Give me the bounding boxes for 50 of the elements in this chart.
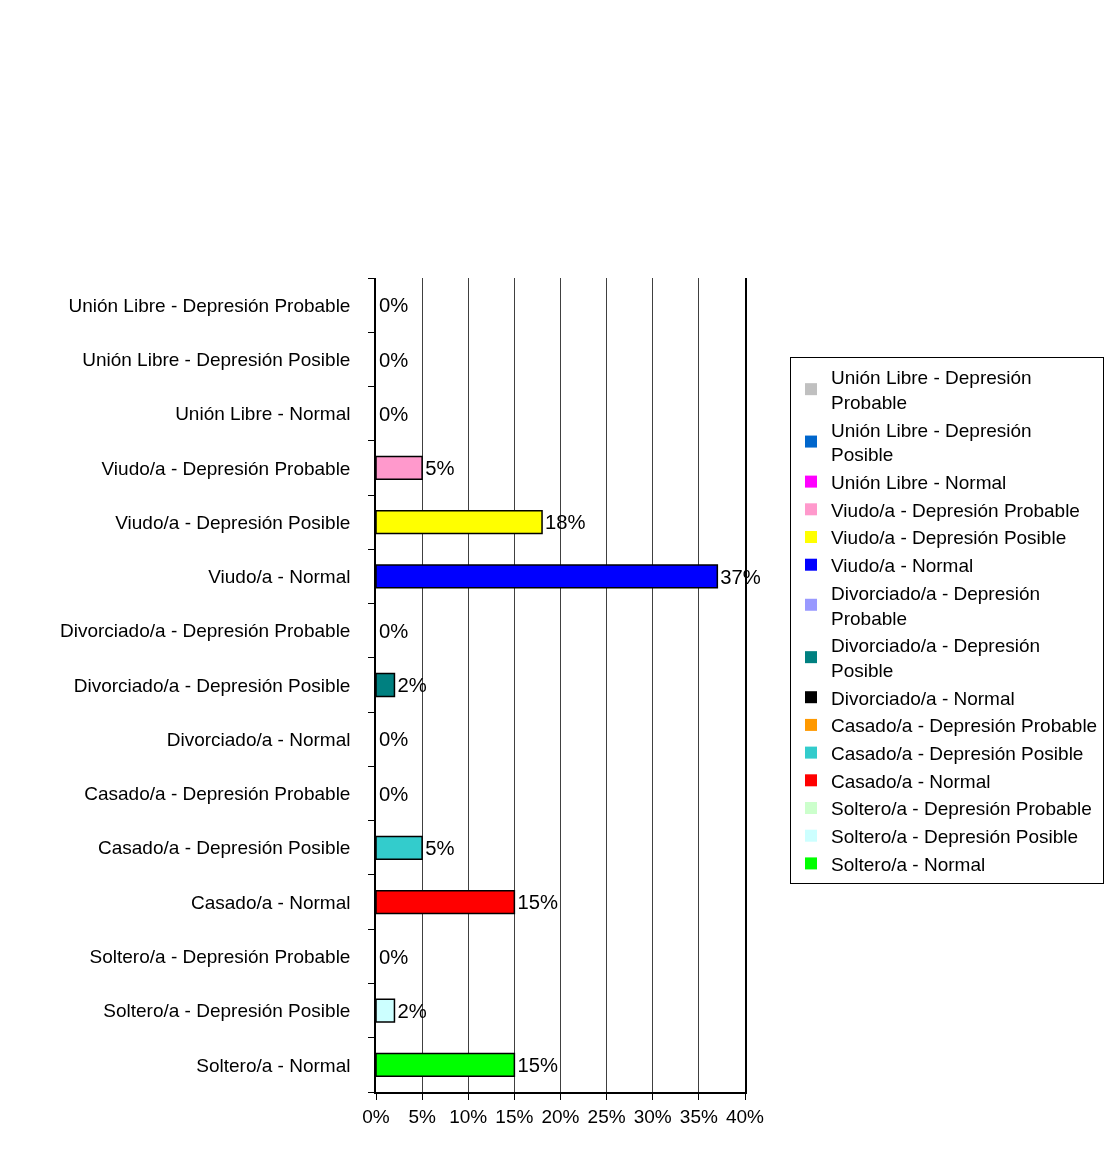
data-label: 0%	[379, 728, 409, 751]
y-tick-label: Casado/a - Depresión Posible	[98, 837, 351, 859]
x-tick-label: 40%	[725, 1105, 765, 1127]
legend-label: Viudo/a - Depresión Posible	[831, 527, 1067, 549]
data-label: 5%	[425, 457, 455, 480]
legend-label: Unión Libre - Normal	[831, 472, 1007, 494]
legend-label: Unión Libre - Depresión Probable	[831, 367, 1032, 413]
x-tick-label: 0%	[362, 1105, 390, 1127]
y-tick-label: Divorciado/a - Normal	[166, 728, 351, 750]
x-tick-label: 30%	[633, 1105, 672, 1127]
legend-label: Soltero/a - Depresión Posible	[831, 826, 1079, 848]
legend-label: Soltero/a - Depresión Probable	[831, 798, 1092, 820]
y-tick-label: Soltero/a - Depresión Posible	[103, 1000, 351, 1022]
legend-label: Viudo/a - Depresión Probable	[831, 499, 1080, 521]
x-tick-label: 15%	[495, 1105, 534, 1127]
legend-label: Divorciado/a - Depresión Probable	[831, 582, 1041, 629]
x-tick-label: 20%	[541, 1105, 580, 1127]
legend-label: Unión Libre - Depresión Posible	[831, 419, 1032, 466]
data-label: 15%	[517, 891, 558, 914]
y-tick-label: Divorciado/a - Depresión Posible	[73, 674, 351, 696]
x-tick-label: 25%	[587, 1105, 626, 1127]
legend-label: Divorciado/a - Normal	[831, 687, 1015, 709]
y-tick-label: Unión Libre - Depresión Posible	[82, 349, 351, 371]
legend-label: Soltero/a - Normal	[831, 853, 986, 875]
x-tick-label: 5%	[408, 1105, 436, 1127]
y-tick-label: Viudo/a - Depresión Probable	[101, 457, 351, 479]
data-label: 0%	[379, 619, 409, 642]
x-tick-label: 10%	[449, 1105, 488, 1127]
y-tick-label: Viudo/a - Normal	[208, 566, 351, 588]
y-tick-label: Casado/a - Normal	[191, 891, 351, 913]
legend-label: Casado/a - Normal	[831, 770, 991, 792]
legend-label: Casado/a - Depresión Probable	[831, 715, 1098, 737]
legend-label: Casado/a - Depresión Posible	[831, 743, 1084, 765]
data-label: 0%	[379, 782, 409, 805]
x-tick-label: 35%	[679, 1105, 718, 1127]
data-label: 0%	[379, 402, 409, 425]
y-tick-label: Soltero/a - Normal	[196, 1054, 351, 1076]
y-tick-label: Divorciado/a - Depresión Probable	[60, 620, 351, 642]
data-label: 15%	[517, 1054, 558, 1077]
data-label: 0%	[379, 348, 409, 371]
y-tick-label: Casado/a - Depresión Probable	[84, 783, 351, 805]
y-tick-label: Soltero/a - Depresión Probable	[89, 945, 351, 967]
y-tick-label: Unión Libre - Normal	[175, 403, 351, 425]
data-label: 0%	[379, 945, 409, 968]
legend-label: Divorciado/a - Depresión Posible	[831, 635, 1041, 681]
data-label: 0%	[379, 294, 409, 317]
data-label: 5%	[425, 836, 455, 859]
legend-label: Viudo/a - Normal	[831, 555, 974, 577]
y-tick-label: Unión Libre - Depresión Probable	[68, 294, 351, 316]
y-tick-label: Viudo/a - Depresión Posible	[115, 511, 351, 533]
